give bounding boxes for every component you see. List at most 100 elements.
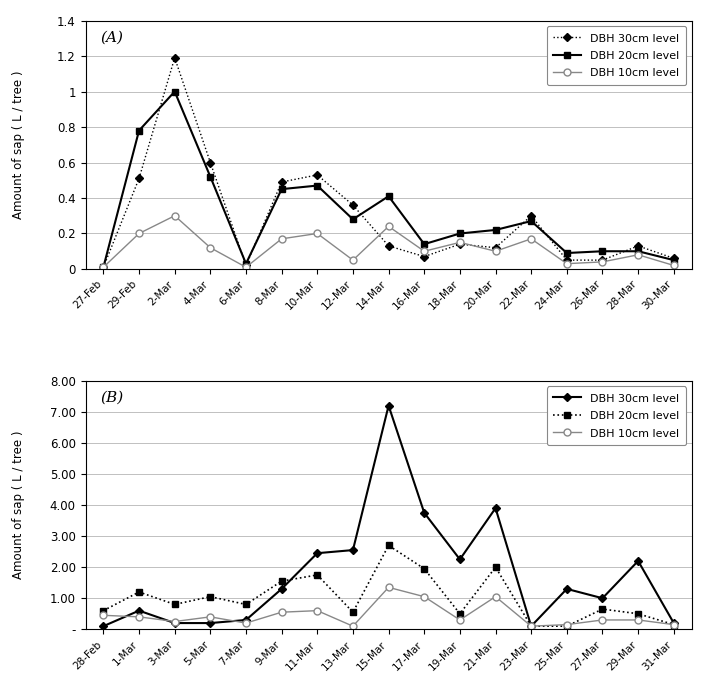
DBH 10cm level xyxy=(313,607,322,615)
DBH 30cm level xyxy=(206,619,215,627)
DBH 30cm level xyxy=(206,159,215,167)
Line: DBH 30cm level: DBH 30cm level xyxy=(101,55,677,270)
Y-axis label: Amount of sap ( L / tree ): Amount of sap ( L / tree ) xyxy=(12,70,25,219)
DBH 10cm level xyxy=(206,613,215,621)
DBH 30cm level xyxy=(170,53,179,62)
DBH 20cm level xyxy=(135,127,143,135)
DBH 30cm level xyxy=(420,509,429,517)
DBH 20cm level xyxy=(206,172,215,181)
Y-axis label: Amount of sap ( L / tree ): Amount of sap ( L / tree ) xyxy=(12,431,25,579)
DBH 10cm level xyxy=(277,608,286,616)
Text: (A): (A) xyxy=(101,31,124,44)
DBH 20cm level xyxy=(598,247,607,255)
DBH 10cm level xyxy=(206,244,215,252)
DBH 10cm level xyxy=(384,583,393,592)
DBH 10cm level xyxy=(135,229,143,237)
DBH 30cm level xyxy=(491,504,500,512)
DBH 10cm level xyxy=(313,229,322,237)
DBH 10cm level xyxy=(563,620,571,629)
DBH 30cm level xyxy=(670,619,678,627)
DBH 30cm level xyxy=(670,254,678,263)
DBH 30cm level xyxy=(242,616,250,624)
DBH 10cm level xyxy=(99,263,108,272)
DBH 30cm level xyxy=(456,555,464,564)
DBH 10cm level xyxy=(420,592,429,601)
DBH 10cm level xyxy=(384,222,393,231)
DBH 20cm level xyxy=(384,541,393,549)
Line: DBH 20cm level: DBH 20cm level xyxy=(100,88,677,271)
DBH 10cm level xyxy=(527,622,535,630)
DBH 10cm level xyxy=(420,247,429,255)
DBH 30cm level xyxy=(349,201,357,209)
DBH 20cm level xyxy=(313,571,322,579)
DBH 10cm level xyxy=(170,211,179,220)
DBH 10cm level xyxy=(242,619,250,627)
DBH 20cm level xyxy=(563,622,571,630)
DBH 30cm level xyxy=(313,549,322,557)
DBH 20cm level xyxy=(349,215,357,224)
DBH 10cm level xyxy=(277,235,286,243)
DBH 20cm level xyxy=(491,563,500,571)
DBH 20cm level xyxy=(349,608,357,616)
DBH 10cm level xyxy=(491,247,500,255)
DBH 10cm level xyxy=(135,613,143,621)
DBH 30cm level xyxy=(313,171,322,179)
DBH 30cm level xyxy=(563,585,571,593)
DBH 10cm level xyxy=(634,251,642,259)
Text: (B): (B) xyxy=(101,391,124,405)
DBH 20cm level xyxy=(99,607,108,615)
DBH 20cm level xyxy=(670,256,678,264)
Line: DBH 30cm level: DBH 30cm level xyxy=(101,402,677,629)
DBH 20cm level xyxy=(99,263,108,272)
DBH 30cm level xyxy=(420,252,429,261)
Line: DBH 20cm level: DBH 20cm level xyxy=(100,542,677,630)
DBH 20cm level xyxy=(456,229,464,237)
DBH 20cm level xyxy=(670,620,678,629)
Legend: DBH 30cm level, DBH 20cm level, DBH 10cm level: DBH 30cm level, DBH 20cm level, DBH 10cm… xyxy=(547,386,686,445)
Line: DBH 10cm level: DBH 10cm level xyxy=(100,212,677,271)
DBH 30cm level xyxy=(99,622,108,630)
DBH 20cm level xyxy=(206,592,215,601)
DBH 10cm level xyxy=(99,611,108,620)
DBH 20cm level xyxy=(170,601,179,609)
DBH 30cm level xyxy=(349,546,357,554)
DBH 10cm level xyxy=(456,238,464,246)
DBH 10cm level xyxy=(670,261,678,269)
DBH 30cm level xyxy=(99,263,108,272)
DBH 30cm level xyxy=(277,585,286,593)
DBH 10cm level xyxy=(527,235,535,243)
DBH 10cm level xyxy=(349,622,357,630)
DBH 10cm level xyxy=(670,620,678,629)
DBH 20cm level xyxy=(527,217,535,225)
DBH 20cm level xyxy=(170,88,179,96)
DBH 10cm level xyxy=(634,616,642,624)
DBH 20cm level xyxy=(384,192,393,200)
DBH 10cm level xyxy=(242,263,250,272)
DBH 30cm level xyxy=(563,256,571,264)
DBH 10cm level xyxy=(598,616,607,624)
DBH 20cm level xyxy=(420,240,429,248)
DBH 30cm level xyxy=(527,211,535,220)
DBH 20cm level xyxy=(135,588,143,596)
DBH 30cm level xyxy=(170,619,179,627)
DBH 30cm level xyxy=(634,242,642,250)
DBH 10cm level xyxy=(563,259,571,267)
DBH 20cm level xyxy=(277,577,286,586)
DBH 30cm level xyxy=(277,178,286,186)
DBH 20cm level xyxy=(242,259,250,267)
DBH 10cm level xyxy=(598,258,607,266)
DBH 30cm level xyxy=(242,261,250,269)
DBH 20cm level xyxy=(563,249,571,257)
DBH 30cm level xyxy=(384,402,393,410)
DBH 10cm level xyxy=(170,618,179,626)
DBH 10cm level xyxy=(456,616,464,624)
Legend: DBH 30cm level, DBH 20cm level, DBH 10cm level: DBH 30cm level, DBH 20cm level, DBH 10cm… xyxy=(547,26,686,85)
DBH 30cm level xyxy=(598,594,607,603)
DBH 30cm level xyxy=(135,607,143,615)
DBH 20cm level xyxy=(420,564,429,573)
Line: DBH 10cm level: DBH 10cm level xyxy=(100,584,677,630)
DBH 20cm level xyxy=(277,185,286,194)
DBH 30cm level xyxy=(634,557,642,565)
DBH 20cm level xyxy=(491,226,500,234)
DBH 20cm level xyxy=(456,609,464,618)
